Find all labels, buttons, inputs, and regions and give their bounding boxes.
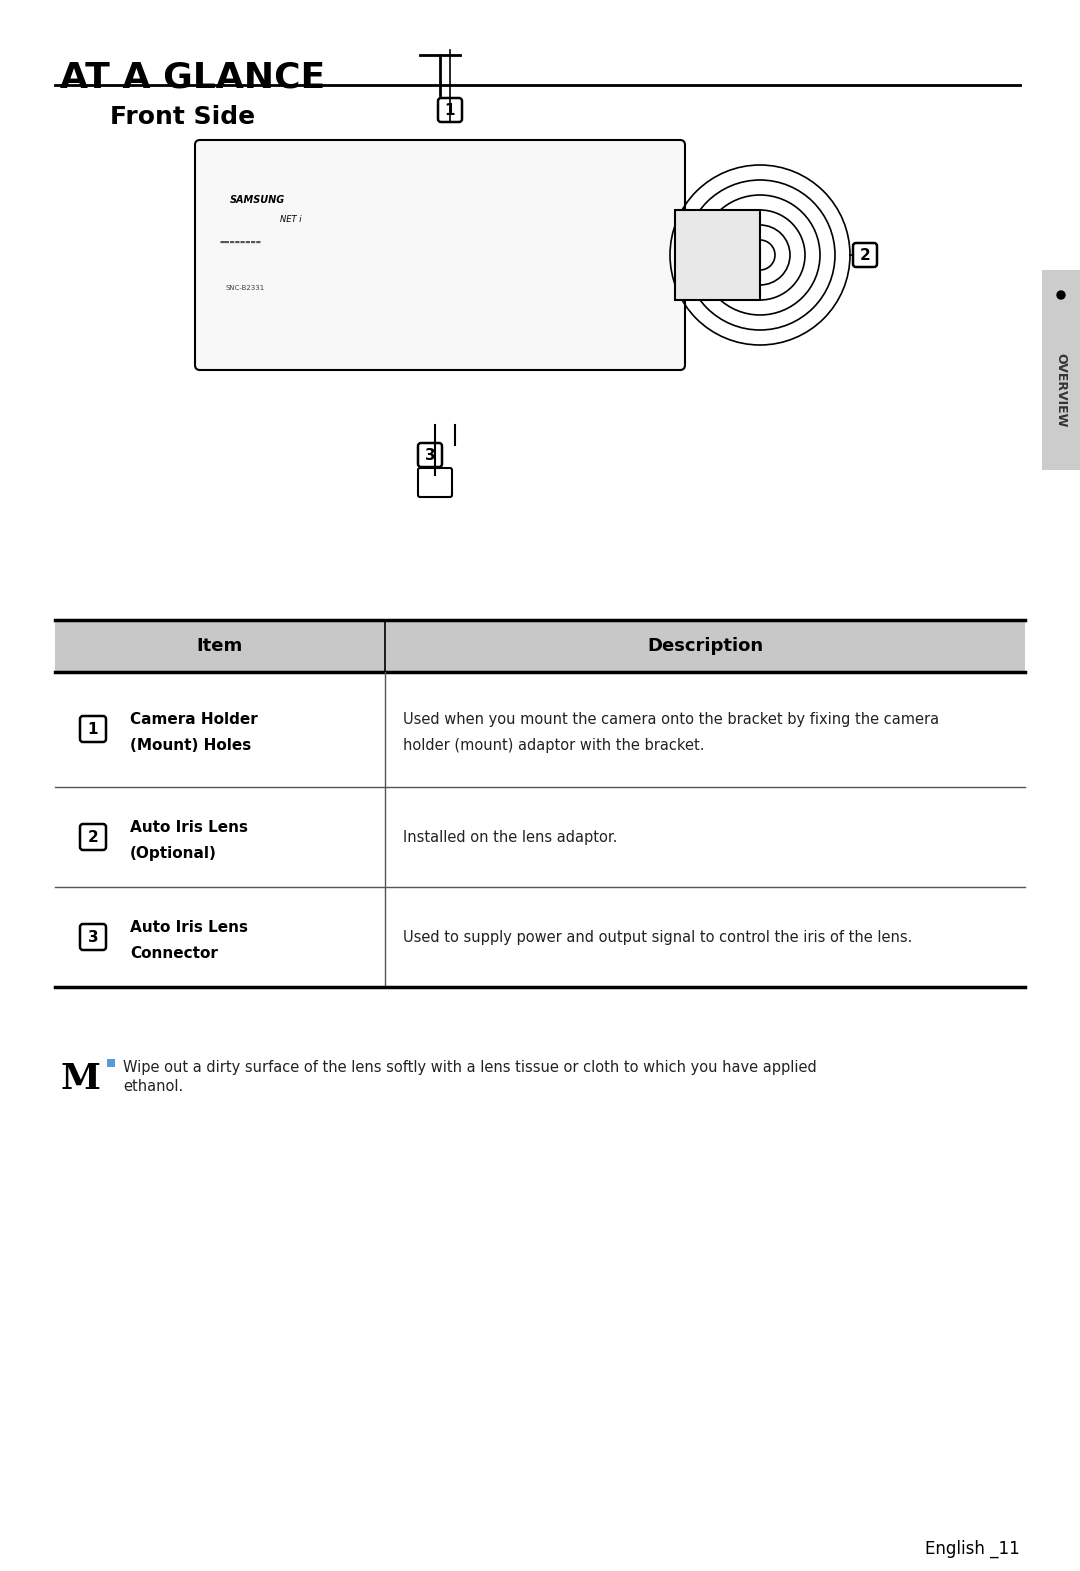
Text: English _11: English _11 <box>926 1540 1020 1558</box>
Text: ▬▬▬▬▬▬▬▬: ▬▬▬▬▬▬▬▬ <box>220 240 262 245</box>
Text: NET i: NET i <box>280 215 301 225</box>
Text: 3: 3 <box>424 448 435 462</box>
Text: M: M <box>60 1062 100 1097</box>
Circle shape <box>1057 291 1065 298</box>
Text: Used when you mount the camera onto the bracket by fixing the camera: Used when you mount the camera onto the … <box>403 712 940 726</box>
FancyBboxPatch shape <box>438 97 462 123</box>
Text: 1: 1 <box>87 721 98 737</box>
Bar <box>107 1059 114 1067</box>
Bar <box>55 621 1025 672</box>
Text: 2: 2 <box>860 248 870 262</box>
Text: ethanol.: ethanol. <box>123 1079 184 1093</box>
Text: Item: Item <box>197 636 243 655</box>
Text: Auto Iris Lens: Auto Iris Lens <box>130 820 248 834</box>
FancyBboxPatch shape <box>80 924 106 950</box>
Text: Front Side: Front Side <box>110 105 255 129</box>
FancyBboxPatch shape <box>80 825 106 850</box>
Text: Wipe out a dirty surface of the lens softly with a lens tissue or cloth to which: Wipe out a dirty surface of the lens sof… <box>123 1060 816 1075</box>
Text: (Optional): (Optional) <box>130 845 217 861</box>
FancyBboxPatch shape <box>418 468 453 496</box>
FancyBboxPatch shape <box>80 716 106 742</box>
Text: OVERVIEW: OVERVIEW <box>1054 353 1067 427</box>
FancyBboxPatch shape <box>195 140 685 371</box>
Text: Description: Description <box>647 636 764 655</box>
Text: Camera Holder: Camera Holder <box>130 712 258 726</box>
Text: (Mount) Holes: (Mount) Holes <box>130 737 252 753</box>
Bar <box>1042 270 1080 470</box>
Text: AT A GLANCE: AT A GLANCE <box>60 60 325 94</box>
Text: SAMSUNG: SAMSUNG <box>230 195 285 204</box>
Text: 3: 3 <box>87 930 98 944</box>
FancyBboxPatch shape <box>418 443 442 467</box>
FancyBboxPatch shape <box>853 244 877 267</box>
Text: Used to supply power and output signal to control the iris of the lens.: Used to supply power and output signal t… <box>403 930 913 944</box>
Text: 2: 2 <box>87 829 98 845</box>
Text: Installed on the lens adaptor.: Installed on the lens adaptor. <box>403 829 618 845</box>
Text: Auto Iris Lens: Auto Iris Lens <box>130 919 248 935</box>
Bar <box>675 211 760 300</box>
Text: Connector: Connector <box>130 946 218 960</box>
Text: SNC-B2331: SNC-B2331 <box>225 284 265 291</box>
Text: 1: 1 <box>445 102 456 118</box>
Text: holder (mount) adaptor with the bracket.: holder (mount) adaptor with the bracket. <box>403 737 704 753</box>
